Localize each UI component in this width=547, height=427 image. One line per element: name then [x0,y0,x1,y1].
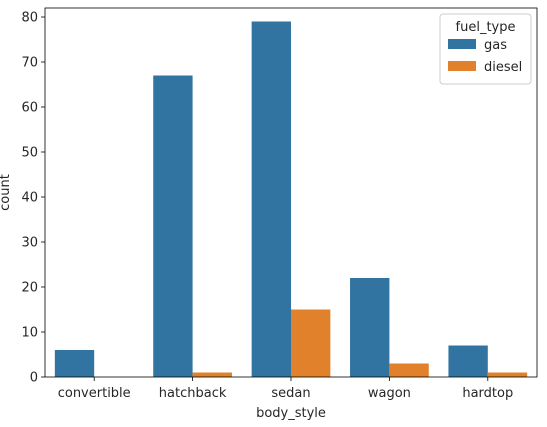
bar-diesel-wagon [389,363,429,377]
bar-gas-hardtop [448,345,488,377]
y-tick-label: 20 [21,281,38,296]
plot-frame [44,7,538,378]
x-ticks: convertible hatchback sedan wagon hardtop [58,377,513,401]
x-tick-label: convertible [58,386,131,401]
bar-diesel-hatchback [192,372,232,377]
y-tick-label: 0 [30,371,38,386]
legend-swatch-diesel [448,61,476,71]
y-tick-label: 30 [21,236,38,251]
x-axis-label: body_style [256,406,326,421]
y-tick-label: 70 [21,56,38,71]
bar-gas-wagon [350,278,390,377]
x-tick-label: sedan [271,386,310,401]
y-tick-label: 60 [21,101,38,116]
legend-items: gas diesel [448,38,522,75]
axes-group: 0 10 20 30 40 50 60 70 80 convertible hatchback se… [21,7,538,401]
bar-gas-hatchback [153,75,193,377]
legend-label-diesel: diesel [484,60,522,75]
y-axis-label: count [0,174,13,211]
bar-diesel-sedan [291,309,331,377]
bar-gas-sedan [251,21,291,377]
y-tick-label: 40 [21,191,38,206]
legend: fuel_type gas diesel [439,13,532,85]
x-tick-label: wagon [368,386,411,401]
legend-swatch-gas [448,39,476,49]
y-tick-label: 10 [21,326,38,341]
x-tick-label: hardtop [462,386,513,401]
legend-label-gas: gas [484,38,507,53]
y-ticks: 0 10 20 30 40 50 60 70 80 [21,11,45,386]
x-tick-label: hatchback [159,386,227,401]
bars-group [54,21,528,377]
legend-title: fuel_type [456,20,516,35]
bar-gas-convertible [54,350,95,377]
bar-diesel-hardtop [487,372,528,377]
y-tick-label: 50 [21,146,38,161]
y-tick-label: 80 [21,11,38,26]
